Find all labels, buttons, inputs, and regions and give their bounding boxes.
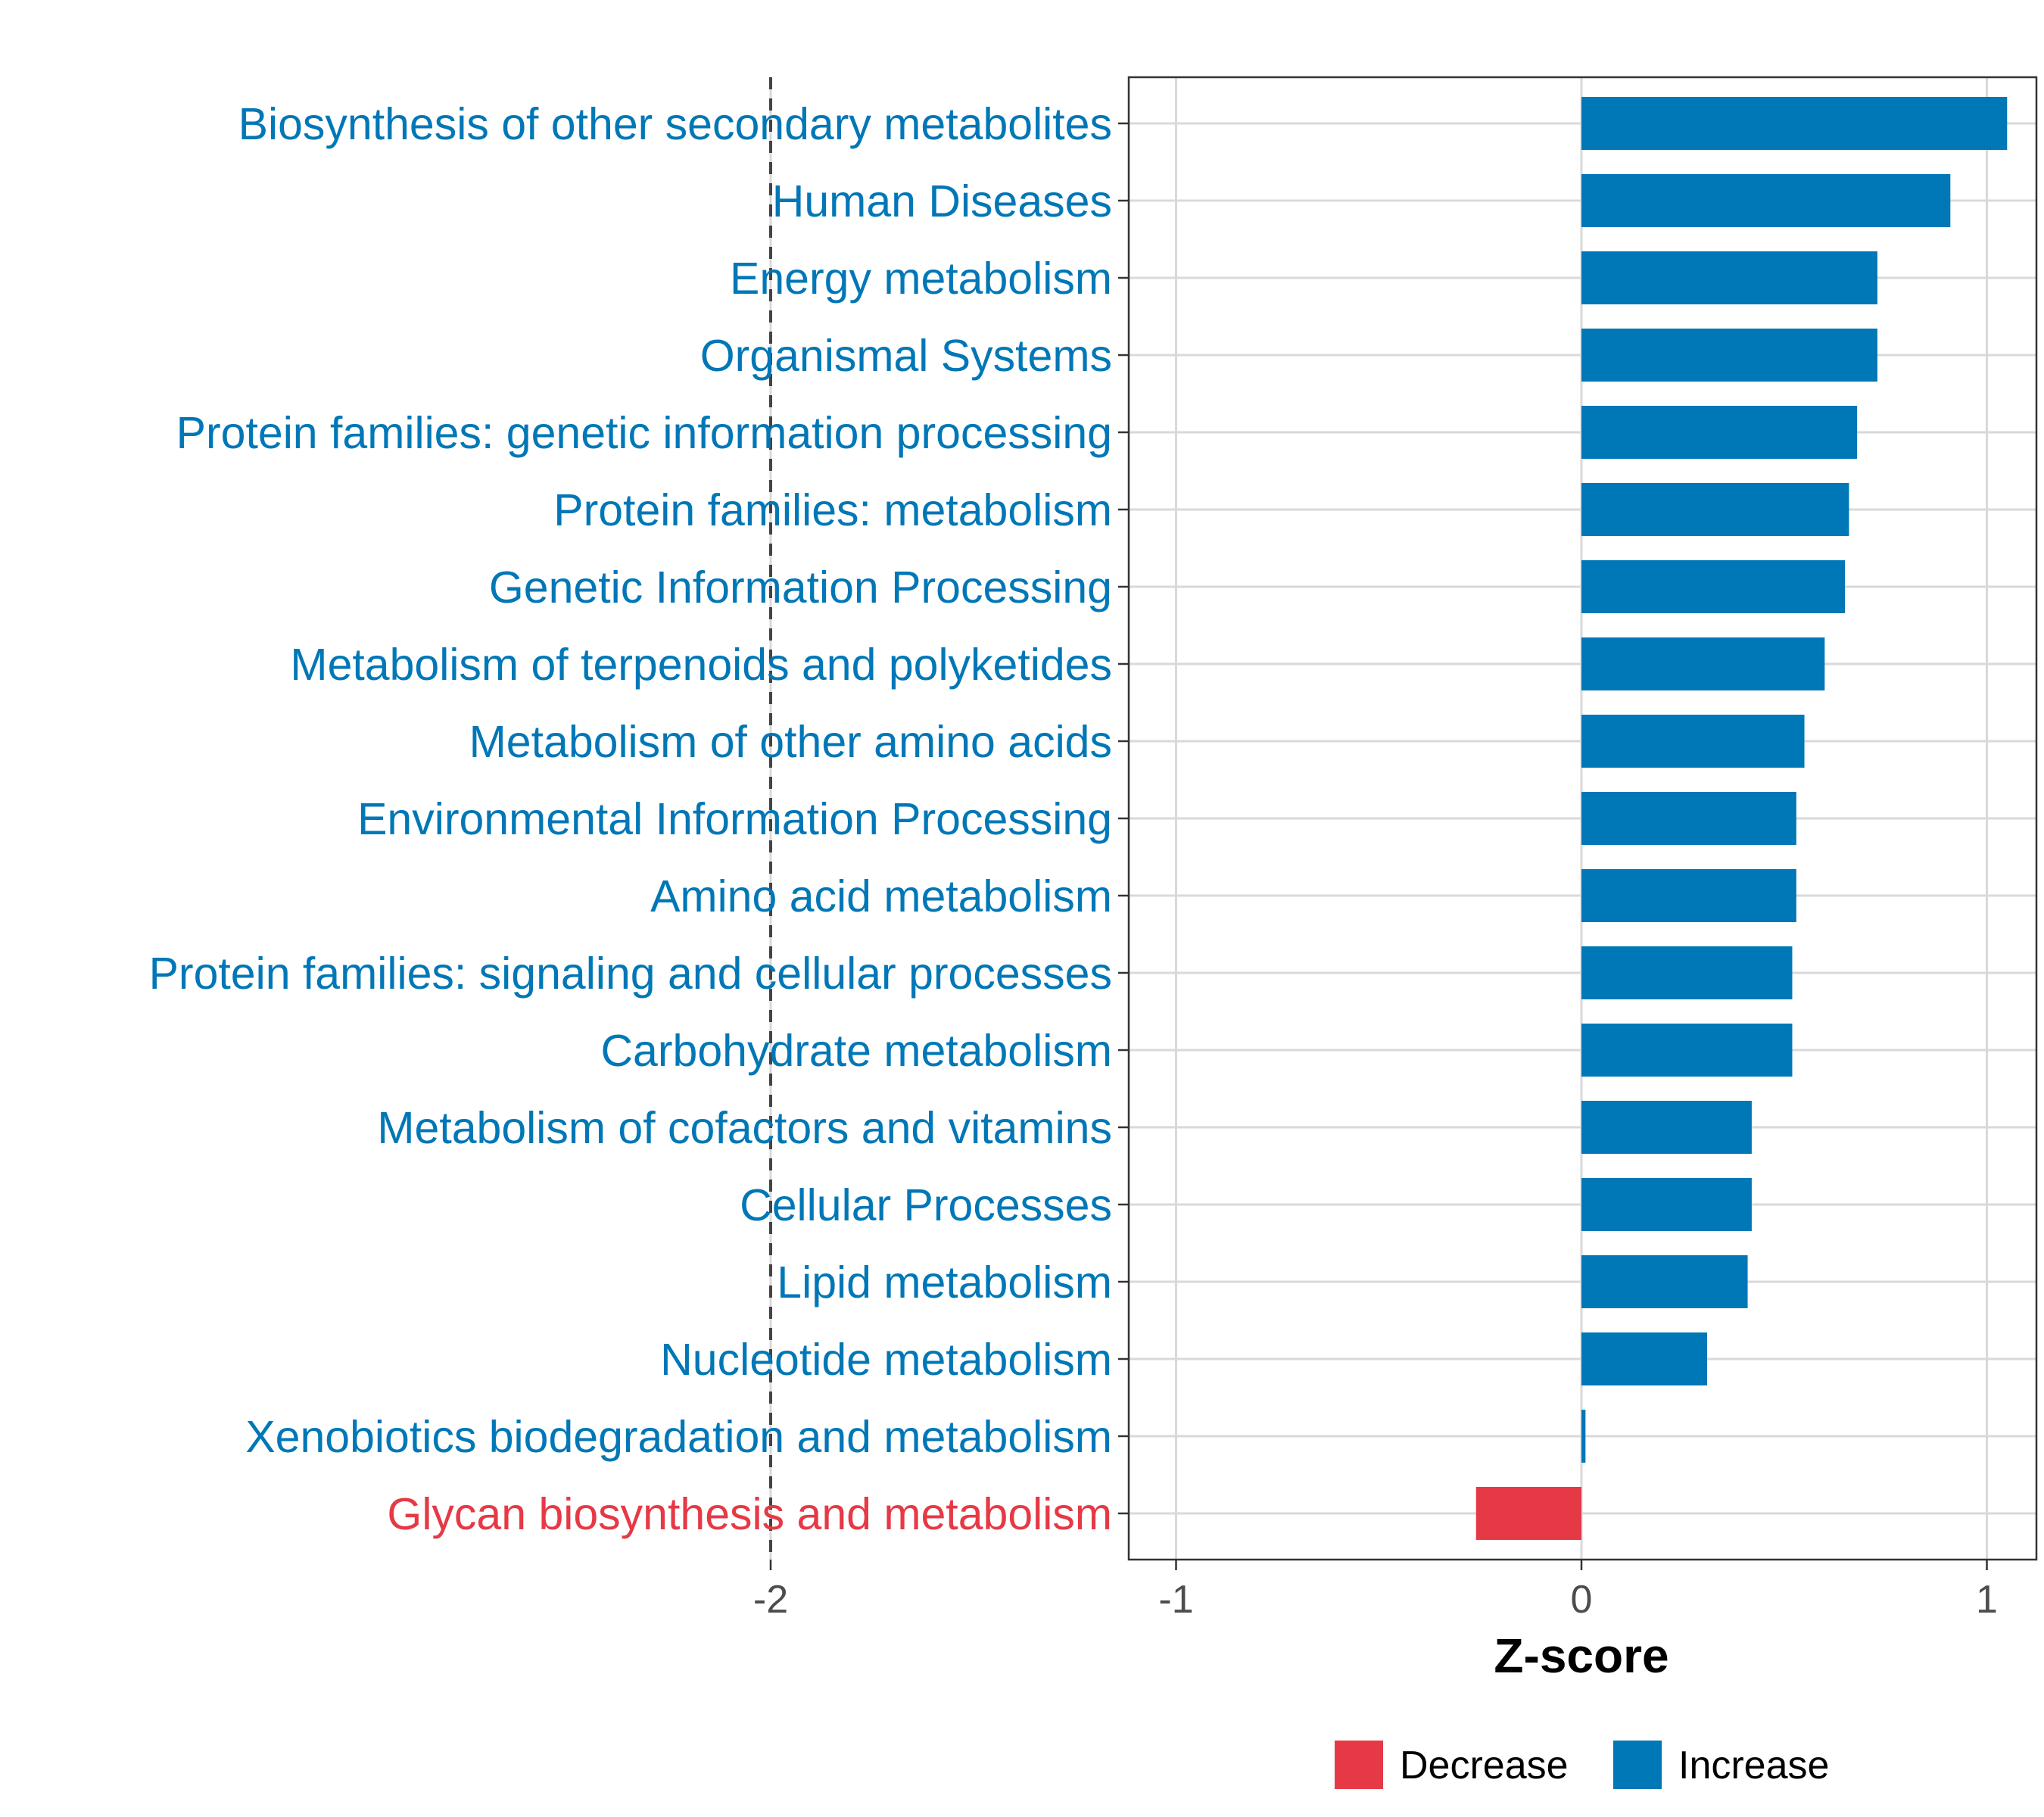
- x-axis-title: Z-score: [1494, 1628, 1669, 1683]
- bar: [1581, 946, 1793, 999]
- bar: [1581, 637, 1825, 690]
- bar: [1581, 1024, 1793, 1077]
- category-label: Metabolism of cofactors and vitamins: [377, 1103, 1112, 1153]
- category-label: Carbohydrate metabolism: [600, 1026, 1112, 1076]
- category-label: Lipid metabolism: [777, 1258, 1112, 1307]
- bar: [1581, 1410, 1586, 1463]
- legend: Decrease Increase: [1335, 1741, 1829, 1789]
- bar: [1581, 1101, 1752, 1154]
- x-tick-label: -1: [1158, 1578, 1193, 1622]
- y-axis-ticks: [1118, 122, 1129, 1515]
- bar: [1581, 329, 1877, 382]
- bar: [1581, 560, 1846, 613]
- bar: [1581, 251, 1877, 304]
- category-labels: Biosynthesis of other secondary metaboli…: [149, 99, 1112, 1539]
- legend-swatch: [1613, 1741, 1662, 1789]
- bar: [1581, 1178, 1752, 1231]
- category-label: Amino acid metabolism: [650, 871, 1112, 921]
- category-label: Organismal Systems: [700, 331, 1112, 381]
- legend-swatch: [1335, 1741, 1383, 1789]
- category-label: Cellular Processes: [740, 1180, 1112, 1230]
- category-label: Nucleotide metabolism: [660, 1335, 1112, 1385]
- category-label: Protein families: genetic information pr…: [176, 408, 1112, 458]
- legend-label: Decrease: [1400, 1744, 1569, 1787]
- category-label: Protein families: signaling and cellular…: [149, 949, 1112, 999]
- bar: [1581, 1332, 1708, 1385]
- bar: [1581, 97, 2008, 150]
- reference-lines: [769, 77, 772, 1560]
- category-label: Biosynthesis of other secondary metaboli…: [238, 99, 1112, 149]
- bar: [1475, 1487, 1581, 1540]
- bar: [1581, 715, 1805, 768]
- category-label: Xenobiotics biodegradation and metabolis…: [245, 1412, 1112, 1462]
- category-label: Metabolism of terpenoids and polyketides: [290, 640, 1112, 690]
- category-label: Metabolism of other amino acids: [469, 717, 1112, 767]
- category-label: Genetic Information Processing: [489, 563, 1112, 612]
- bars: [1475, 97, 2008, 1540]
- category-label: Human Diseases: [772, 176, 1112, 226]
- bar: [1581, 406, 1858, 459]
- bar: [1581, 483, 1849, 536]
- category-label: Glycan biosynthesis and metabolism: [387, 1489, 1112, 1539]
- category-label: Environmental Information Processing: [357, 794, 1112, 844]
- x-tick-label: 1: [1976, 1578, 1998, 1622]
- bar: [1581, 1255, 1748, 1308]
- bar: [1581, 174, 1951, 227]
- x-axis-ticks: -2-1012: [753, 1560, 1998, 1622]
- bar: [1581, 869, 1796, 922]
- category-label: Protein families: metabolism: [553, 485, 1112, 535]
- legend-label: Increase: [1678, 1744, 1829, 1787]
- x-tick-label: -2: [753, 1578, 788, 1622]
- x-tick-label: 0: [1571, 1578, 1593, 1622]
- category-label: Energy metabolism: [730, 254, 1112, 304]
- bar: [1581, 792, 1796, 845]
